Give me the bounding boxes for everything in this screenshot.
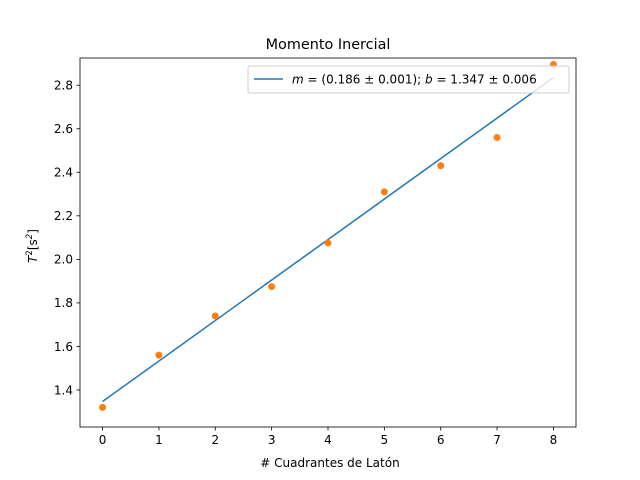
y-tick-label-2: 1.8 — [54, 296, 73, 310]
y-axis-label-unit-close: ] — [26, 229, 40, 234]
legend-m-eq: = (0.186 ± 0.001); — [304, 73, 425, 87]
data-point-0 — [99, 403, 107, 411]
legend: m = (0.186 ± 0.001); b = 1.347 ± 0.006 — [247, 65, 570, 94]
x-tick-label-1: 1 — [155, 433, 163, 447]
y-axis-label-base: T — [26, 254, 40, 263]
y-axis-label-sup: 2 — [25, 250, 35, 255]
x-tick-label-2: 2 — [211, 433, 219, 447]
y-tick-label-4: 2.2 — [54, 209, 73, 223]
y-tick-label-3: 2.0 — [54, 253, 73, 267]
data-point-5 — [380, 188, 388, 196]
legend-b-eq: = 1.347 ± 0.006 — [433, 73, 537, 87]
data-point-4 — [324, 239, 332, 247]
legend-box — [247, 65, 570, 94]
x-tick-label-4: 4 — [324, 433, 332, 447]
x-axis-label: # Cuadrantes de Latón — [260, 456, 399, 470]
x-tick-label-5: 5 — [381, 433, 389, 447]
plot-area: 0 1 2 3 4 5 6 7 8 1.4 1.6 1.8 2.0 2.2 2.4 2.6 2.8 — [54, 57, 577, 447]
x-tick-label-6: 6 — [437, 433, 445, 447]
x-tick-label-7: 7 — [493, 433, 501, 447]
data-point-2 — [211, 312, 219, 320]
y-tick-label-7: 2.8 — [54, 79, 73, 93]
y-axis-label: T2[s2] — [25, 229, 40, 263]
data-point-6 — [437, 162, 445, 170]
y-tick-label-0: 1.4 — [54, 383, 73, 397]
legend-m-symbol: m — [292, 73, 304, 87]
chart-title: Momento Inercial — [266, 37, 391, 53]
y-tick-label-1: 1.6 — [54, 340, 73, 354]
y-axis-label-unit-sup: 2 — [25, 234, 35, 239]
y-tick-label-5: 2.4 — [54, 166, 73, 180]
y-axis-label-unit-open: [s — [26, 239, 40, 250]
x-tick-label-3: 3 — [268, 433, 276, 447]
legend-label-fit: m = (0.186 ± 0.001); b = 1.347 ± 0.006 — [292, 73, 537, 87]
x-tick-label-0: 0 — [99, 433, 107, 447]
data-point-7 — [493, 133, 501, 141]
data-point-3 — [268, 283, 276, 291]
legend-b-symbol: b — [425, 73, 433, 87]
y-tick-label-6: 2.6 — [54, 122, 73, 136]
data-point-1 — [155, 351, 163, 359]
x-tick-label-8: 8 — [550, 433, 558, 447]
